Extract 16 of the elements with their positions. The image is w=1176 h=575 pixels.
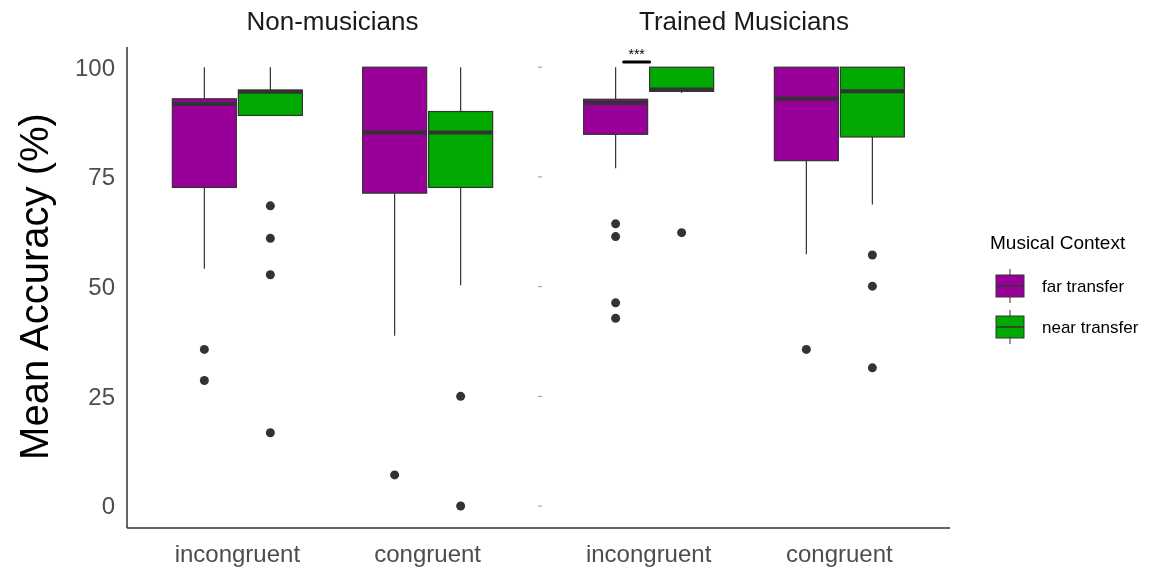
- legend-title: Musical Context: [990, 232, 1126, 253]
- legend-label: far transfer: [1042, 276, 1125, 296]
- y-tick-label: 25: [88, 382, 115, 410]
- y-axis-title: Mean Accuracy (%): [12, 113, 56, 460]
- x-tick-label: incongruent: [174, 540, 301, 567]
- legend-label: near transfer: [1042, 317, 1139, 337]
- x-tick-label: incongruent: [585, 540, 712, 567]
- y-tick-label: 50: [88, 273, 115, 301]
- chart-title: Trained Musicians: [638, 6, 850, 36]
- y-tick-label: 0: [101, 492, 115, 520]
- y-tick-label: 100: [74, 53, 115, 81]
- y-tick-label: 75: [88, 163, 115, 191]
- text: ***: [628, 46, 646, 62]
- x-tick-label: congruent: [374, 540, 482, 567]
- chart-title: Non-musicians: [246, 6, 419, 36]
- x-tick-label: congruent: [786, 540, 894, 567]
